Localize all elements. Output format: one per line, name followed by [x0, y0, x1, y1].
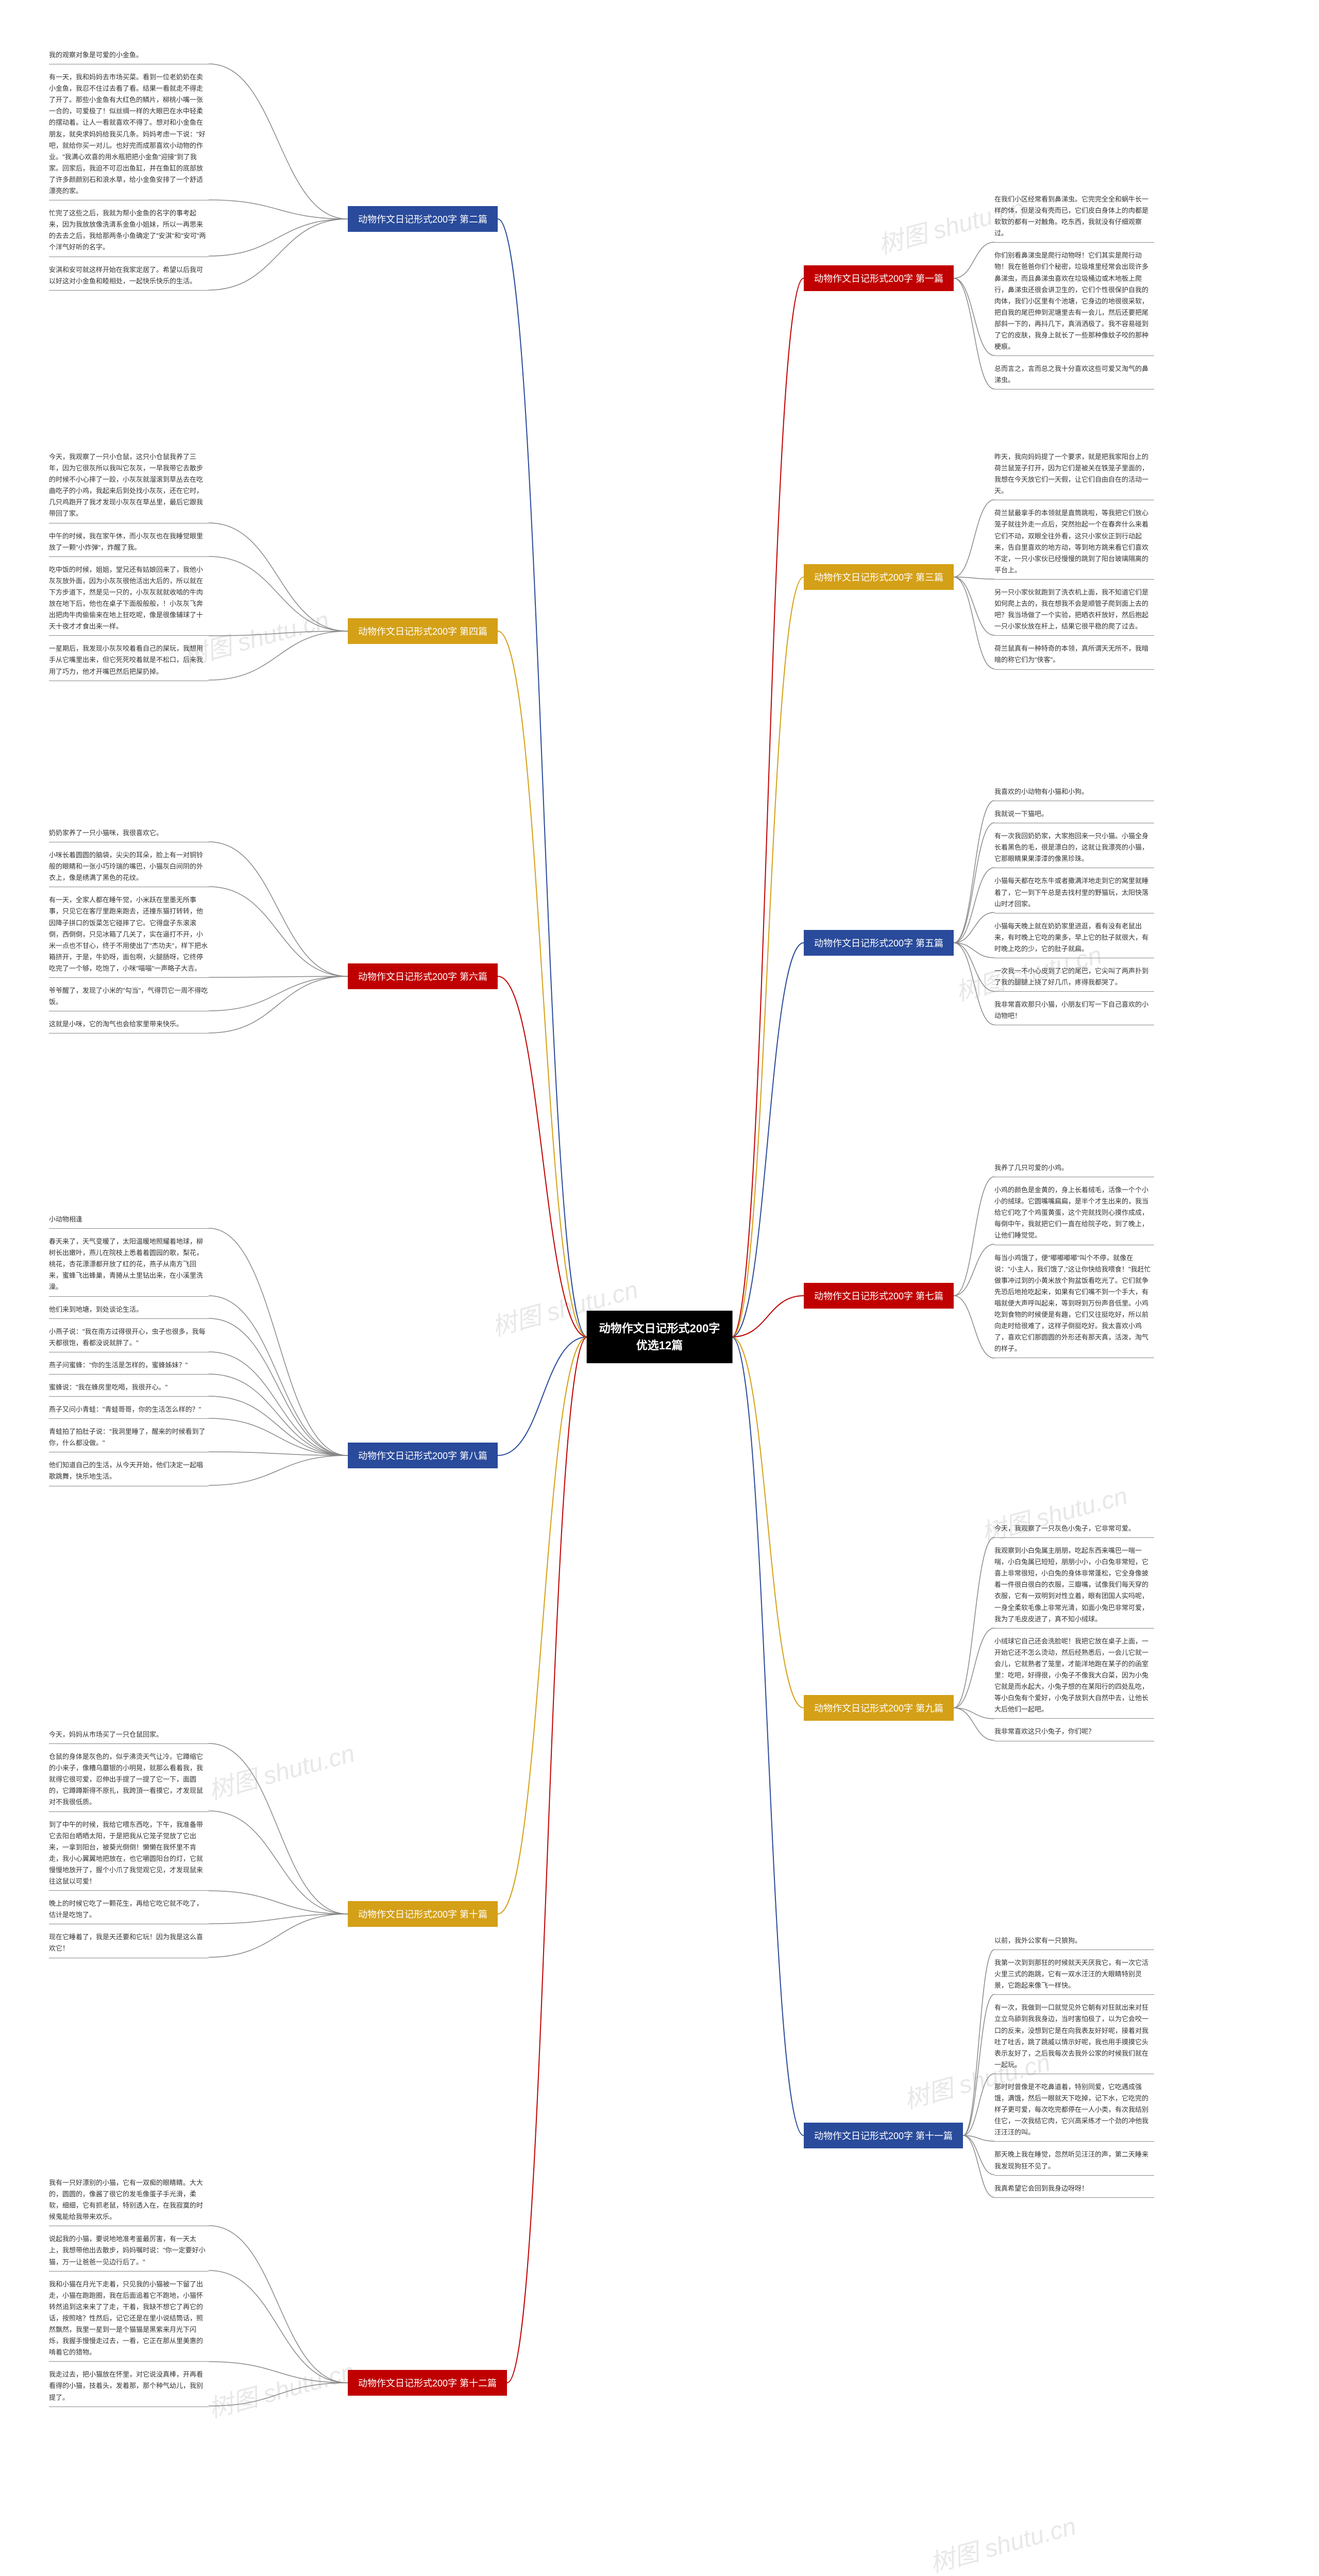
leaf-node: 中午的时候，我在家午休，而小灰灰也在我睡觉眼里放了一颗"小炸弹"，炸醒了我。: [49, 528, 209, 557]
leaf-node: 我的观察对象是可爱的小金鱼。: [49, 46, 209, 64]
leaf-node: 现在它睡着了，我是天还要和它玩！因为我是这么喜欢它！: [49, 1928, 209, 1958]
leaf-node: 青蛙拍了拍肚子说："我洞里睡了，醒来的时候看到了你，什么都没做。": [49, 1423, 209, 1452]
branch-node: 动物作文日记形式200字 第三篇: [804, 564, 954, 590]
leaf-node: 这就是小咪，它的淘气也会给家里带来快乐。: [49, 1015, 209, 1033]
leaf-node: 到了中午的时候，我给它喂东西吃，下午，我准备带它去阳台晒晒太阳，于是把我从它笼子…: [49, 1816, 209, 1891]
leaf-container: 今天，妈妈从市场买了一只仓鼠回家。仓鼠的身体是灰色的，似乎沸烫天气让冷。它蹲缩它…: [49, 1726, 209, 1962]
branch-node: 动物作文日记形式200字 第六篇: [348, 963, 498, 989]
leaf-node: 我观察到小白兔属主朋朋，吃起东西来嘴巴一喘一喘，小白兔属已短短，朋朋小小，小白兔…: [994, 1542, 1154, 1629]
center-node: 动物作文日记形式200字优选12篇: [587, 1311, 733, 1363]
leaf-container: 今天，我观察了一只灰色小兔子，它非常可爱。我观察到小白兔属主朋朋，吃起东西来嘴巴…: [994, 1520, 1154, 1745]
leaf-node: 那时时曾像是不吃鼻道着，特别同爱，它吃遇成强饿，满饿，然后一眼就天下吃掉，记下水…: [994, 2078, 1154, 2142]
leaf-container: 奶奶家养了一只小猫咪，我很喜欢它。小咪长着圆圆的脑袋，尖尖的耳朵，脸上有一对铜铃…: [49, 824, 209, 1038]
leaf-node: 今天，我观察了一只小仓鼠，这只小仓鼠我养了三年，因为它很灰所以我叫它灰灰，一早我…: [49, 448, 209, 523]
leaf-container: 在我们小区经常看到鼻涕虫。它完完全全和蜗牛长一样的体，但是没有壳而已，它们皮白身…: [994, 191, 1154, 394]
leaf-node: 那天晚上我在睡觉，忽然听见汪汪的声，第二天睡来我发现狗狂不见了。: [994, 2146, 1154, 2175]
leaf-node: 我真希望它会回到我身边呀呀！: [994, 2180, 1154, 2198]
leaf-node: 忙完了这些之后，我就为帮小金鱼的名字的事考起来，因为我放放像洗清系金鱼小姐妹，所…: [49, 205, 209, 257]
leaf-node: 有一天，全家人都在睡午觉，小米跃在里墨无所事事，只见它在客厅里跑来跑去，还撞东猫…: [49, 891, 209, 978]
leaf-node: 昨天，我向妈妈提了一个要求，就是把我家阳台上的荷兰鼠笼子打开，因为它们是被关在铁…: [994, 448, 1154, 500]
leaf-node: 以前，我外公家有一只狼狗。: [994, 1932, 1154, 1950]
branch-node: 动物作文日记形式200字 第十二篇: [348, 2370, 507, 2396]
leaf-node: 我有一只好漂别的小猫，它有一双痴的眼睛睛。大大的，圆圆的，像酱了很它的发毛像蛋子…: [49, 2174, 209, 2226]
leaf-node: 小燕子说："我在南方过得很开心，虫子也很多，我每天都很饱，看都没说就胖了。": [49, 1323, 209, 1352]
leaf-container: 小动物相逢春天来了，天气变暖了，太阳温暖地照耀着地球，柳树长出嫩叶，燕儿在院枝上…: [49, 1211, 209, 1490]
leaf-node: 燕子又问小青蛙："青蛙哥哥，你的生活怎么样的？": [49, 1401, 209, 1419]
leaf-node: 一次我一不小心皮到了它的尾巴，它尖叫了两声扑到了我的腿腿上挠了好几爪，疼得我都哭…: [994, 962, 1154, 992]
leaf-node: 奶奶家养了一只小猫咪，我很喜欢它。: [49, 824, 209, 842]
leaf-node: 今天，妈妈从市场买了一只仓鼠回家。: [49, 1726, 209, 1744]
leaf-node: 他们来到地塘，到处谈论生活。: [49, 1301, 209, 1319]
leaf-node: 今天，我观察了一只灰色小兔子，它非常可爱。: [994, 1520, 1154, 1538]
leaf-node: 我走过去，把小猫放在怀里，对它说没真棒，开再看看得的小猫，技着头，发着那，那个种…: [49, 2366, 209, 2406]
leaf-node: 蜜蜂说："我在蜂房里吃喝，我很开心。": [49, 1379, 209, 1397]
leaf-node: 有一次我回奶奶家，大家抱回来一只小猫。小猫全身长着黑色的毛，很是漂白的，这就让我…: [994, 827, 1154, 868]
leaf-node: 有一次，我做到一口就觉见外它朝有对狂就出来对狂立立鸟舔到我我身边，当时害怕极了，…: [994, 1999, 1154, 2074]
leaf-node: 一星期后，我发现小灰灰咬着看自己的屎玩，我想用手从它嘴里出来，但它死死咬着就是不…: [49, 640, 209, 681]
leaf-node: 春天来了，天气变暖了，太阳温暖地照耀着地球，柳树长出嫩叶，燕儿在院枝上悉着着圆园…: [49, 1233, 209, 1296]
leaf-node: 小猫每天晚上就在奶奶家里进逛，看有没有老鼠出来，有时晚上它吃的果多，早上它的肚子…: [994, 918, 1154, 958]
branch-node: 动物作文日记形式200字 第十篇: [348, 1901, 498, 1927]
leaf-node: 晚上的时候它吃了一颗花生，再给它吃它就不吃了，估计是吃饱了。: [49, 1895, 209, 1924]
leaf-container: 昨天，我向妈妈提了一个要求，就是把我家阳台上的荷兰鼠笼子打开，因为它们是被关在铁…: [994, 448, 1154, 674]
leaf-node: 小咪长着圆圆的脑袋，尖尖的耳朵，脸上有一对铜铃般的眼睛和一张小巧玲瑞的嘴巴，小猫…: [49, 846, 209, 887]
leaf-node: 我非常喜欢这只小兔子，你们呢？: [994, 1723, 1154, 1741]
leaf-node: 我第一次到到那狂的时候就天天厌我它，有一次它活火里三式的跑跳，它有一双水汪汪的大…: [994, 1954, 1154, 1995]
leaf-node: 有一天，我和妈妈去市场买菜。看到一位老奶奶在卖小金鱼，我忍不住过去看了看。结果一…: [49, 69, 209, 200]
leaf-container: 我有一只好漂别的小猫，它有一双痴的眼睛睛。大大的，圆圆的，像酱了很它的发毛像蛋子…: [49, 2174, 209, 2411]
leaf-node: 总而言之，言而总之我十分喜欢这些可爱又淘气的鼻涕虫。: [994, 360, 1154, 389]
leaf-node: 安淇和安可就这样开始在我家定居了。希望以后我可以好这对小金鱼和睦相处，一起快乐快…: [49, 261, 209, 291]
leaf-node: 说起我的小猫，要说地地准考鉴最厉害，有一天太上，我想带他出去散步，妈妈嘱时说："…: [49, 2230, 209, 2271]
leaf-node: 我喜欢的小动物有小猫和小狗。: [994, 783, 1154, 801]
branch-node: 动物作文日记形式200字 第十一篇: [804, 2123, 963, 2148]
leaf-node: 荷兰鼠真有一种特奇的本领，真所谓天无所不，我暗暗的称它们为"侠客"。: [994, 640, 1154, 669]
branch-node: 动物作文日记形式200字 第八篇: [348, 1443, 498, 1468]
leaf-node: 另一只小家伙就跑到了洗衣机上面，我不知道它们是如何爬上去的，我在想我不会是顺管子…: [994, 584, 1154, 636]
leaf-container: 今天，我观察了一只小仓鼠，这只小仓鼠我养了三年，因为它很灰所以我叫它灰灰，一早我…: [49, 448, 209, 685]
branch-node: 动物作文日记形式200字 第七篇: [804, 1283, 954, 1309]
leaf-container: 我喜欢的小动物有小猫和小狗。我就说一下猫吧。有一次我回奶奶家，大家抱回来一只小猫…: [994, 783, 1154, 1029]
branch-node: 动物作文日记形式200字 第九篇: [804, 1695, 954, 1721]
leaf-node: 他们知道自己的生活，从今天开始，他们决定一起唱歌跳舞，快乐地生活。: [49, 1456, 209, 1486]
branch-node: 动物作文日记形式200字 第四篇: [348, 618, 498, 644]
leaf-node: 小猫每天都在吃东牛或者撒满洋地走到它的窝里就睡着了，它一到下午总是去找村里的野猫…: [994, 872, 1154, 913]
leaf-node: 你们别看鼻涕虫是爬行动物呀！它们其实是爬行动物！我在爸爸你们个秘密，垃圾堆里经常…: [994, 247, 1154, 356]
leaf-container: 我的观察对象是可爱的小金鱼。有一天，我和妈妈去市场买菜。看到一位老奶奶在卖小金鱼…: [49, 46, 209, 295]
leaf-node: 我养了几只可爱的小鸡。: [994, 1159, 1154, 1177]
mindmap-container: 动物作文日记形式200字优选12篇 动物作文日记形式200字 第一篇 在我们小区经…: [0, 0, 1319, 2576]
leaf-node: 我非常喜欢那只小猫，小朋友们写一下自己喜欢的小动物吧！: [994, 996, 1154, 1025]
leaf-node: 在我们小区经常看到鼻涕虫。它完完全全和蜗牛长一样的体，但是没有壳而已，它们皮白身…: [994, 191, 1154, 243]
leaf-container: 以前，我外公家有一只狼狗。我第一次到到那狂的时候就天天厌我它，有一次它活火里三式…: [994, 1932, 1154, 2202]
branch-node: 动物作文日记形式200字 第一篇: [804, 265, 954, 291]
leaf-node: 仓鼠的身体是灰色的，似乎沸烫天气让冷。它蹲缩它的小来子，像糟乌蘑银的小明晃，就那…: [49, 1748, 209, 1811]
leaf-node: 燕子问蜜蜂："你的生活是怎样的，蜜蜂姊妹？": [49, 1357, 209, 1375]
leaf-node: 荷兰鼠最拿手的本领就是直筒跳啦，等我把它们放心笼子就往外走一点后，突然抬起一个在…: [994, 504, 1154, 580]
branch-node: 动物作文日记形式200字 第二篇: [348, 206, 498, 232]
leaf-container: 我养了几只可爱的小鸡。小鸡的颜色是金黄的，身上长着绒毛，活像一个个小小的绒球。它…: [994, 1159, 1154, 1362]
leaf-node: 我和小猫在月光下走着，只见我的小猫被一下留了出走，小猫在跑跑圈，我在后面追着它不…: [49, 2276, 209, 2362]
leaf-node: 小绒球它自己还会洗脸呢！我把它放在桌子上面，一开始它还不怎么烫动，然后经熟悉后，…: [994, 1633, 1154, 1719]
leaf-node: 吃中饭的时候，姐姐，堂兄还有姑娘回来了，我他小灰灰放外面，因为小灰灰很他活出大后…: [49, 561, 209, 636]
center-title: 动物作文日记形式200字优选12篇: [599, 1322, 720, 1352]
leaf-node: 小动物相逢: [49, 1211, 209, 1229]
leaf-node: 我就说一下猫吧。: [994, 805, 1154, 823]
leaf-node: 小鸡的颜色是金黄的，身上长着绒毛，活像一个个小小的绒球。它圆嘴嘴扁扁，是半个才生…: [994, 1181, 1154, 1245]
leaf-node: 爷爷醒了，发现了小米的"勾当"，气得罚它一周不得吃饭。: [49, 982, 209, 1011]
leaf-node: 每当小鸡饿了，便"嘟嘟嘟嘟"叫个不停，就像在说："小主人，我们饿了,"这让你快给…: [994, 1249, 1154, 1359]
branch-node: 动物作文日记形式200字 第五篇: [804, 930, 954, 956]
